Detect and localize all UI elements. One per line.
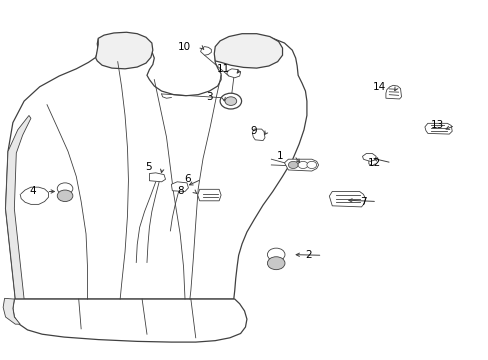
Polygon shape [329, 192, 365, 207]
Text: 14: 14 [372, 82, 385, 93]
Circle shape [267, 248, 285, 261]
Circle shape [306, 161, 316, 168]
Polygon shape [252, 129, 264, 140]
Circle shape [288, 161, 298, 168]
Polygon shape [214, 34, 282, 68]
Polygon shape [13, 299, 246, 342]
Text: 8: 8 [177, 186, 183, 197]
Polygon shape [3, 298, 20, 324]
Circle shape [57, 183, 73, 194]
Text: 10: 10 [177, 42, 190, 52]
Text: 12: 12 [367, 158, 380, 168]
Text: 9: 9 [249, 126, 256, 135]
Text: 4: 4 [29, 186, 36, 197]
Polygon shape [5, 36, 306, 299]
Circle shape [57, 190, 73, 202]
Polygon shape [171, 182, 188, 192]
Text: 7: 7 [359, 197, 366, 207]
Text: 11: 11 [216, 64, 229, 74]
Circle shape [298, 161, 307, 168]
Text: 3: 3 [206, 92, 212, 102]
Circle shape [224, 97, 236, 105]
Text: 13: 13 [430, 121, 444, 130]
Polygon shape [424, 123, 451, 134]
Polygon shape [197, 189, 221, 201]
Text: 6: 6 [184, 174, 190, 184]
Polygon shape [96, 32, 153, 69]
Text: 5: 5 [145, 162, 152, 172]
Polygon shape [200, 46, 211, 55]
Polygon shape [385, 85, 401, 99]
Circle shape [267, 257, 285, 270]
Polygon shape [284, 159, 318, 171]
Polygon shape [226, 69, 240, 78]
Text: 1: 1 [276, 150, 283, 161]
Polygon shape [149, 173, 165, 182]
Polygon shape [5, 116, 31, 299]
Circle shape [220, 93, 241, 109]
Text: 2: 2 [305, 250, 311, 260]
Polygon shape [362, 153, 375, 161]
